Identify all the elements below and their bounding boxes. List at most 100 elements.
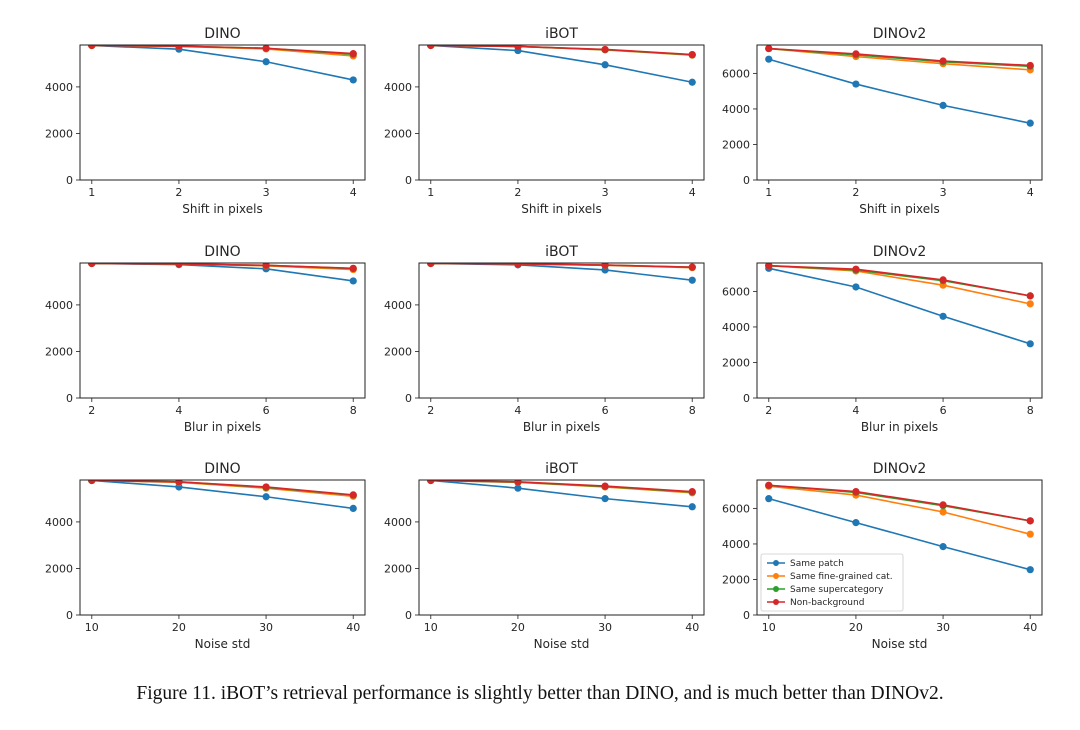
x-tick-label: 30 <box>936 621 950 634</box>
data-point-non-background <box>601 482 609 490</box>
y-tick-label: 0 <box>66 174 73 187</box>
data-point-non-background <box>601 45 609 54</box>
x-tick-label: 40 <box>1023 621 1037 634</box>
y-tick-label: 0 <box>405 609 412 622</box>
data-point-non-background <box>175 45 183 50</box>
chart-panel-8: iBOT 0 2000 4000 10 20 30 40 Noise std <box>384 461 705 651</box>
data-point-same-patch <box>1026 566 1034 574</box>
data-point-non-background <box>262 45 270 52</box>
data-point-non-background <box>688 50 696 59</box>
series-line-same-fine-grained-cat <box>768 47 1031 71</box>
data-point-non-background <box>262 263 270 269</box>
y-tick-label: 0 <box>66 609 73 622</box>
x-tick-label: 20 <box>849 621 863 634</box>
data-point-same-patch <box>601 495 609 503</box>
legend-label-non-background: Non-background <box>790 598 864 608</box>
data-point-same-patch <box>1026 340 1034 348</box>
axes-frame <box>756 262 1043 399</box>
x-tick-label: 4 <box>1027 186 1034 199</box>
data-point-non-background <box>765 45 773 53</box>
data-point-same-patch <box>349 504 357 512</box>
data-point-same-patch <box>852 283 860 291</box>
data-point-same-patch <box>688 78 696 86</box>
data-point-non-background <box>852 487 860 496</box>
chart-title: DINOv2 <box>873 461 927 477</box>
data-point-non-background <box>175 263 183 268</box>
x-tick-label: 1 <box>765 186 772 199</box>
x-tick-label: 20 <box>172 621 186 634</box>
y-tick-label: 4000 <box>722 321 750 334</box>
y-tick-label: 4000 <box>45 299 73 312</box>
data-point-same-patch <box>1026 119 1034 127</box>
plot-area <box>88 263 357 285</box>
data-point-same-fine-grained-cat <box>939 508 947 516</box>
y-tick-label: 4000 <box>384 81 412 94</box>
data-point-non-background <box>939 57 947 65</box>
plot-area <box>427 263 696 284</box>
chart-title: iBOT <box>545 26 578 42</box>
x-tick-label: 6 <box>263 404 270 417</box>
y-tick-label: 4000 <box>722 538 750 551</box>
data-point-non-background <box>852 50 860 58</box>
legend-label-same-fine-grained-cat: Same fine-grained cat. <box>790 572 893 582</box>
chart-panel-9: DINOv2 0 2000 4000 6000 10 20 30 40 Noise std Same… <box>722 461 1043 651</box>
data-point-same-patch <box>262 493 270 501</box>
y-tick-label: 4000 <box>45 81 73 94</box>
series-line-same-patch <box>430 480 693 508</box>
data-point-non-background <box>175 480 183 486</box>
series-line-same-patch <box>91 45 354 81</box>
x-tick-label: 10 <box>85 621 99 634</box>
x-tick-label: 8 <box>1027 404 1034 417</box>
y-tick-label: 2000 <box>45 127 73 140</box>
data-point-non-background <box>1026 292 1034 300</box>
x-axis-label: Noise std <box>195 637 251 651</box>
x-tick-label: 2 <box>852 186 859 199</box>
x-tick-label: 8 <box>689 404 696 417</box>
data-point-non-background <box>427 480 435 485</box>
chart-title: DINO <box>204 461 240 477</box>
data-point-non-background <box>349 491 357 499</box>
series-line-non-background <box>91 480 354 496</box>
x-axis-label: Shift in pixels <box>182 202 263 216</box>
data-point-non-background <box>601 263 609 269</box>
y-tick-label: 0 <box>743 609 750 622</box>
data-point-same-fine-grained-cat <box>1026 300 1034 308</box>
plot-area <box>427 480 696 511</box>
y-tick-label: 6000 <box>722 502 750 515</box>
data-point-non-background <box>514 480 522 486</box>
series-line-same-fine-grained-cat <box>768 485 1031 535</box>
data-point-non-background <box>427 263 435 268</box>
series-line-non-background <box>768 264 1031 297</box>
series-line-same-fine-grained-cat <box>768 264 1031 305</box>
y-tick-label: 0 <box>743 174 750 187</box>
data-point-non-background <box>765 263 773 270</box>
x-tick-label: 3 <box>263 186 270 199</box>
chart-title: DINO <box>204 26 240 42</box>
y-tick-label: 6000 <box>722 67 750 80</box>
x-axis-label: Noise std <box>872 637 928 651</box>
chart-title: DINOv2 <box>873 244 927 260</box>
chart-panel-5: iBOT 0 2000 4000 2 4 6 8 Blur in pixels <box>384 244 705 434</box>
x-tick-label: 30 <box>598 621 612 634</box>
series-line-same-patch <box>768 58 1031 124</box>
x-axis-label: Shift in pixels <box>521 202 602 216</box>
data-point-non-background <box>852 265 860 273</box>
data-point-non-background <box>688 488 696 496</box>
chart-panel-6: DINOv2 0 2000 4000 6000 2 4 6 8 Blur in pixels <box>722 244 1043 434</box>
chart-title: iBOT <box>545 461 578 477</box>
series-line-same-patch <box>91 263 354 282</box>
x-tick-label: 4 <box>689 186 696 199</box>
x-tick-label: 30 <box>259 621 273 634</box>
series-line-non-background <box>91 45 354 55</box>
x-axis-label: Blur in pixels <box>523 420 600 434</box>
x-tick-label: 2 <box>427 404 434 417</box>
x-tick-label: 10 <box>762 621 776 634</box>
series-line-same-fine-grained-cat <box>430 45 693 57</box>
data-point-same-patch <box>852 519 860 527</box>
data-point-same-patch <box>765 495 773 503</box>
data-point-same-patch <box>939 312 947 320</box>
y-tick-label: 2000 <box>722 573 750 586</box>
series-line-non-background <box>768 47 1031 67</box>
y-tick-label: 0 <box>66 392 73 405</box>
x-tick-label: 6 <box>940 404 947 417</box>
